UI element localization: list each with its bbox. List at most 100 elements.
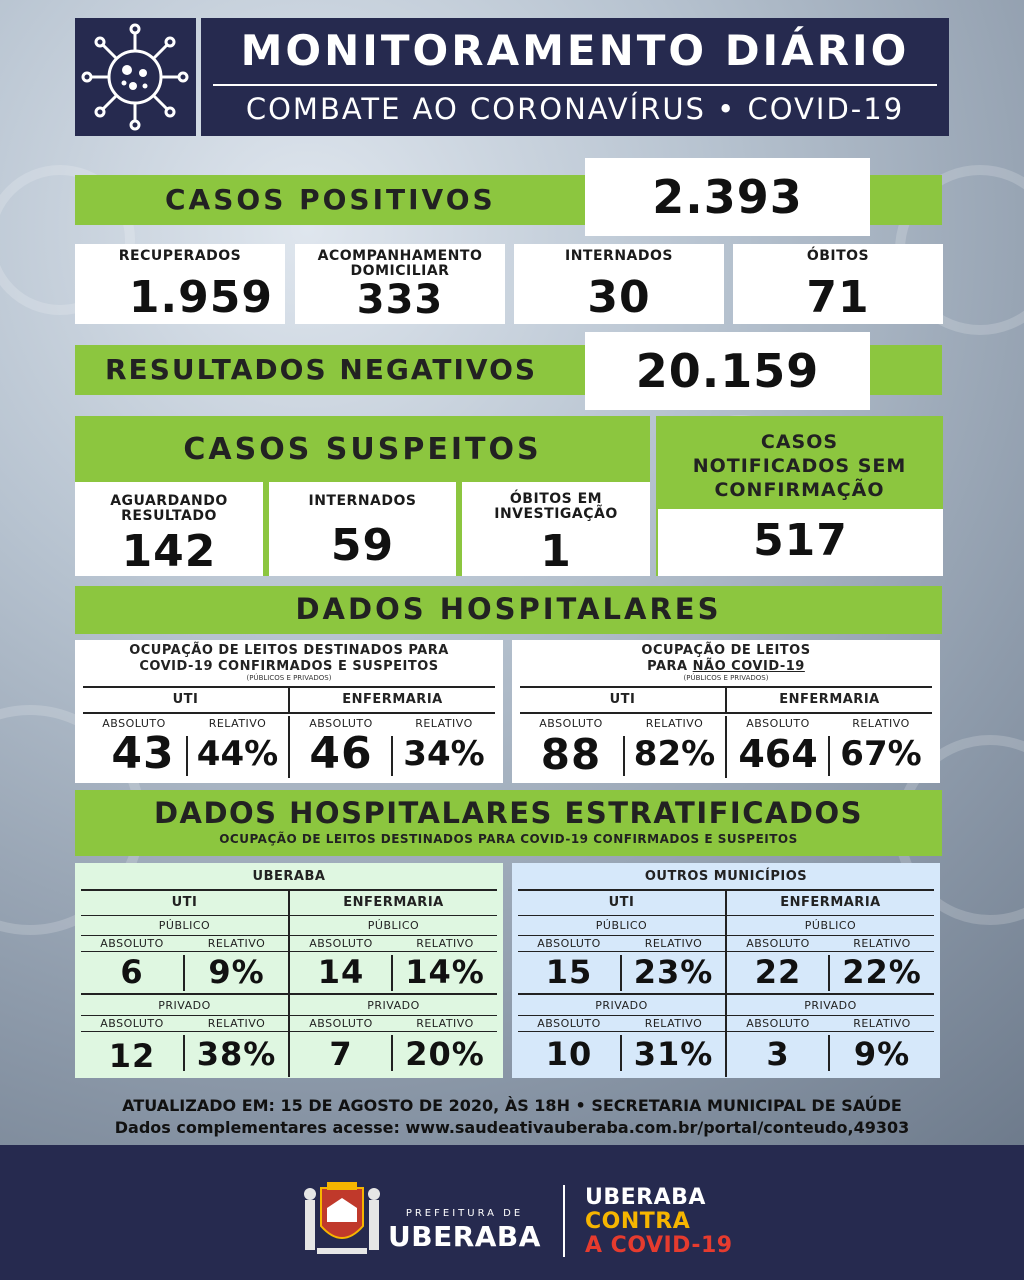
divider [288,891,290,915]
ou-rel-label-2: RELATIVO [853,937,911,950]
covid-enf-rel-value: 34% [403,734,485,774]
recuperados-value: 1.959 [128,272,273,323]
divider [186,736,188,776]
internados-value: 30 [587,272,651,323]
ou-rel-label-1: RELATIVO [644,937,703,950]
ou-rel-label-4: RELATIVO [853,1017,911,1030]
resultados-negativos-label: RESULTADOS NEGATIVOS [105,353,538,386]
leitos-covid-title-2: COVID-19 CONFIRMADOS E SUSPEITOS [75,659,503,674]
internados-card: INTERNADOS 30 [514,244,724,324]
leitos-covid-panel: OCUPAÇÃO DE LEITOS DESTINADOS PARA COVID… [75,640,503,783]
leitos-nao-covid-panel: OCUPAÇÃO DE LEITOS PARA NÃO COVID-19 (PÚ… [512,640,940,783]
obitos-card: ÓBITOS 71 [733,244,943,324]
divider [620,1035,622,1071]
estratificados-bar: DADOS HOSPITALARES ESTRATIFICADOS OCUPAÇ… [75,790,942,856]
ub-uti-privado-label: PRIVADO [158,999,211,1012]
ou-uti-priv-rel: 31% [633,1035,714,1073]
prefeitura-big-text: UBERABA [388,1220,541,1253]
covid-uti-rel-label: RELATIVO [208,717,267,730]
nao-covid-enf-abs-label: ABSOLUTO [746,717,810,730]
divider [391,1035,393,1071]
ou-rel-label-3: RELATIVO [644,1017,703,1030]
ub-uti-label: UTI [171,895,198,910]
page-title: MONITORAMENTO DIÁRIO [240,26,910,75]
aguardando-card: AGUARDANDO RESULTADO 142 [75,482,263,577]
divider [518,889,934,891]
divider [828,736,830,776]
divider [81,1015,497,1016]
leitos-nao-covid-title-2b: NÃO COVID-19 [692,659,805,674]
resultados-negativos-value-box: 20.159 [585,332,870,410]
ou-uti-pub-rel: 23% [633,953,714,991]
ou-enf-privado-label: PRIVADO [804,999,857,1012]
ub-abs-label-3: ABSOLUTO [100,1017,164,1030]
divider [725,916,727,1077]
acompanhamento-label: ACOMPANHAMENTO DOMICILIAR [317,248,483,279]
notificados-value-box: 517 [658,509,943,576]
city-crest-icon [304,1182,380,1254]
link-text[interactable]: Dados complementares acesse: www.saudeat… [114,1118,910,1137]
divider [620,955,622,991]
ub-enf-label: ENFERMARIA [343,895,444,910]
divider [520,686,932,688]
ou-uti-label: UTI [608,895,635,910]
divider [391,736,393,776]
dados-hospitalares-bar: DADOS HOSPITALARES [75,586,942,634]
ub-rel-label-1: RELATIVO [207,937,266,950]
resultados-negativos-value: 20.159 [635,344,820,398]
obitos-investigacao-label: ÓBITOS EM INVESTIGAÇÃO [494,491,618,522]
notificados-value: 517 [753,515,848,566]
ub-uti-pub-rel: 9% [208,953,265,991]
nao-covid-uti-label: UTI [609,692,636,707]
divider [623,736,625,776]
leitos-nao-covid-title-2a: PARA [647,659,693,674]
divider [828,1035,830,1071]
divider [81,889,497,891]
leitos-covid-note: (PÚBLICOS E PRIVADOS) [246,674,332,682]
casos-positivos-label: CASOS POSITIVOS [165,183,496,216]
nao-covid-uti-rel-label: RELATIVO [645,717,704,730]
header-title-box: MONITORAMENTO DIÁRIO COMBATE AO CORONAVÍ… [201,18,949,136]
obitos-label: ÓBITOS [806,248,870,264]
page-subtitle: COMBATE AO CORONAVÍRUS • COVID-19 [245,92,905,126]
divider [183,955,185,991]
estratificados-title: DADOS HOSPITALARES ESTRATIFICADOS [153,796,864,830]
casos-suspeitos-label: CASOS SUSPEITOS [183,432,542,467]
divider [81,993,497,995]
ub-uti-pub-abs: 6 [120,953,144,991]
ub-abs-label-4: ABSOLUTO [309,1017,373,1030]
suspeitos-internados-card: INTERNADOS 59 [269,482,456,576]
ub-uti-priv-abs: 12 [108,1037,156,1075]
ou-abs-label-4: ABSOLUTO [746,1017,810,1030]
ub-uti-priv-rel: 38% [196,1035,277,1073]
ub-enf-pub-rel: 14% [405,953,485,991]
nao-covid-uti-abs-label: ABSOLUTO [539,717,603,730]
header-divider [213,84,937,86]
divider [520,712,932,714]
covid-enf-abs-label: ABSOLUTO [309,717,373,730]
casos-positivos-value: 2.393 [652,170,803,224]
atualizado-text: ATUALIZADO EM: 15 DE AGOSTO DE 2020, ÀS … [122,1096,902,1115]
campanha-line-1: UBERABA [585,1185,706,1210]
divider [288,916,290,1077]
divider [518,1031,934,1032]
divider [83,686,495,688]
divider [288,716,290,778]
ub-enf-pub-abs: 14 [317,953,365,991]
estratificados-subtitle: OCUPAÇÃO DE LEITOS DESTINADOS PARA COVID… [219,832,798,846]
ub-enf-priv-rel: 20% [405,1035,485,1073]
covid-enf-label: ENFERMARIA [342,692,443,707]
nao-covid-enf-abs-value: 464 [738,732,818,776]
prefeitura-small-text: PREFEITURA DE [405,1208,524,1219]
ub-enf-privado-label: PRIVADO [367,999,420,1012]
divider [518,1015,934,1016]
ub-abs-label-1: ABSOLUTO [100,937,164,950]
ou-abs-label-1: ABSOLUTO [537,937,601,950]
ub-uti-publico-label: PÚBLICO [158,919,211,932]
leitos-covid-title-2a: COVID-19 [139,659,219,674]
divider [81,1031,497,1032]
divider [725,688,727,712]
covid-uti-abs-value: 43 [111,728,175,779]
outros-municipios-panel: OUTROS MUNICÍPIOS UTI ENFERMARIA PÚBLICO… [512,863,940,1078]
divider [828,955,830,991]
